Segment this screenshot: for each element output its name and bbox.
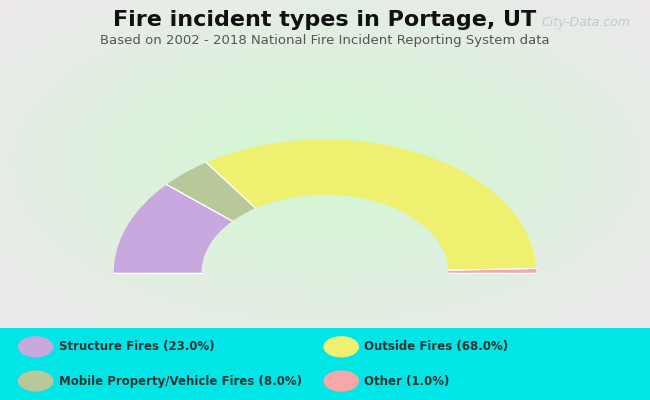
Ellipse shape [323,370,359,392]
Text: Structure Fires (23.0%): Structure Fires (23.0%) [58,340,214,353]
Wedge shape [448,268,536,273]
Wedge shape [114,184,232,273]
Text: City-Data.com: City-Data.com [541,16,630,30]
Ellipse shape [323,336,359,358]
Text: Mobile Property/Vehicle Fires (8.0%): Mobile Property/Vehicle Fires (8.0%) [58,374,302,388]
Ellipse shape [18,336,54,358]
Wedge shape [166,162,255,221]
Ellipse shape [18,370,54,392]
Text: Based on 2002 - 2018 National Fire Incident Reporting System data: Based on 2002 - 2018 National Fire Incid… [100,34,550,47]
Text: Other (1.0%): Other (1.0%) [364,374,449,388]
Text: Outside Fires (68.0%): Outside Fires (68.0%) [364,340,508,353]
Wedge shape [206,140,536,270]
Text: Fire incident types in Portage, UT: Fire incident types in Portage, UT [113,10,537,30]
